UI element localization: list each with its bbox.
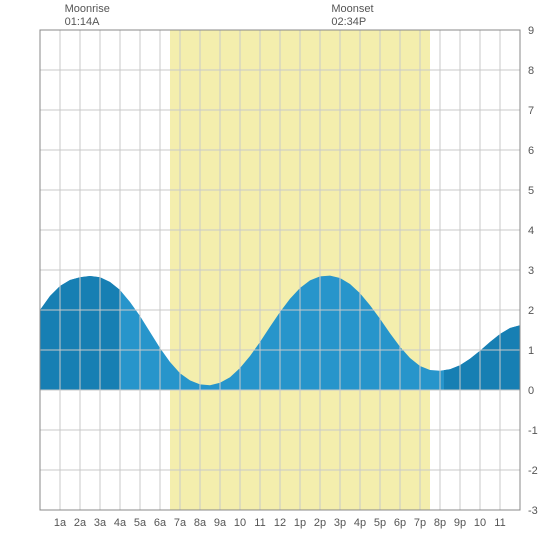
y-tick-label: 4 — [528, 225, 534, 237]
y-tick-label: 0 — [528, 385, 534, 397]
y-tick-label: 9 — [528, 25, 534, 37]
moonset-value: 02:34P — [331, 16, 366, 28]
y-tick-label: 3 — [528, 265, 534, 277]
y-tick-label: 8 — [528, 65, 534, 77]
x-tick-label: 4p — [354, 517, 366, 529]
x-tick-label: 2p — [314, 517, 326, 529]
header-labels: Moonrise01:14A Moonset02:34P — [65, 3, 374, 28]
x-tick-label: 11 — [254, 517, 265, 529]
x-tick-label: 11 — [494, 517, 505, 529]
y-tick-label: 6 — [528, 145, 534, 157]
x-tick-label: 1a — [54, 517, 67, 529]
x-tick-label: 6a — [154, 517, 167, 529]
x-tick-label: 10 — [234, 517, 246, 529]
x-tick-label: 4a — [114, 517, 127, 529]
y-tick-label: -2 — [528, 465, 538, 477]
tide-chart: -3-2-101234567891a2a3a4a5a6a7a8a9a101112… — [0, 0, 550, 550]
x-tick-label: 8p — [434, 517, 446, 529]
x-tick-label: 2a — [74, 517, 87, 529]
x-tick-label: 1p — [294, 517, 306, 529]
y-tick-label: 5 — [528, 185, 534, 197]
x-tick-label: 5a — [134, 517, 147, 529]
x-tick-label: 3p — [334, 517, 346, 529]
moonrise-label: Moonrise — [65, 3, 110, 15]
x-tick-label: 9a — [214, 517, 227, 529]
moonrise-value: 01:14A — [65, 16, 101, 28]
y-tick-label: -1 — [528, 425, 538, 437]
x-tick-label: 7p — [414, 517, 426, 529]
x-tick-label: 8a — [194, 517, 207, 529]
x-tick-label: 9p — [454, 517, 466, 529]
x-tick-label: 5p — [374, 517, 386, 529]
y-tick-label: 7 — [528, 105, 534, 117]
x-tick-label: 10 — [474, 517, 486, 529]
x-tick-label: 6p — [394, 517, 406, 529]
x-tick-label: 3a — [94, 517, 107, 529]
moonset-label: Moonset — [331, 3, 373, 15]
y-tick-label: 1 — [528, 345, 534, 357]
y-tick-label: -3 — [528, 505, 538, 517]
x-tick-label: 12 — [274, 517, 286, 529]
x-tick-label: 7a — [174, 517, 187, 529]
y-tick-label: 2 — [528, 305, 534, 317]
